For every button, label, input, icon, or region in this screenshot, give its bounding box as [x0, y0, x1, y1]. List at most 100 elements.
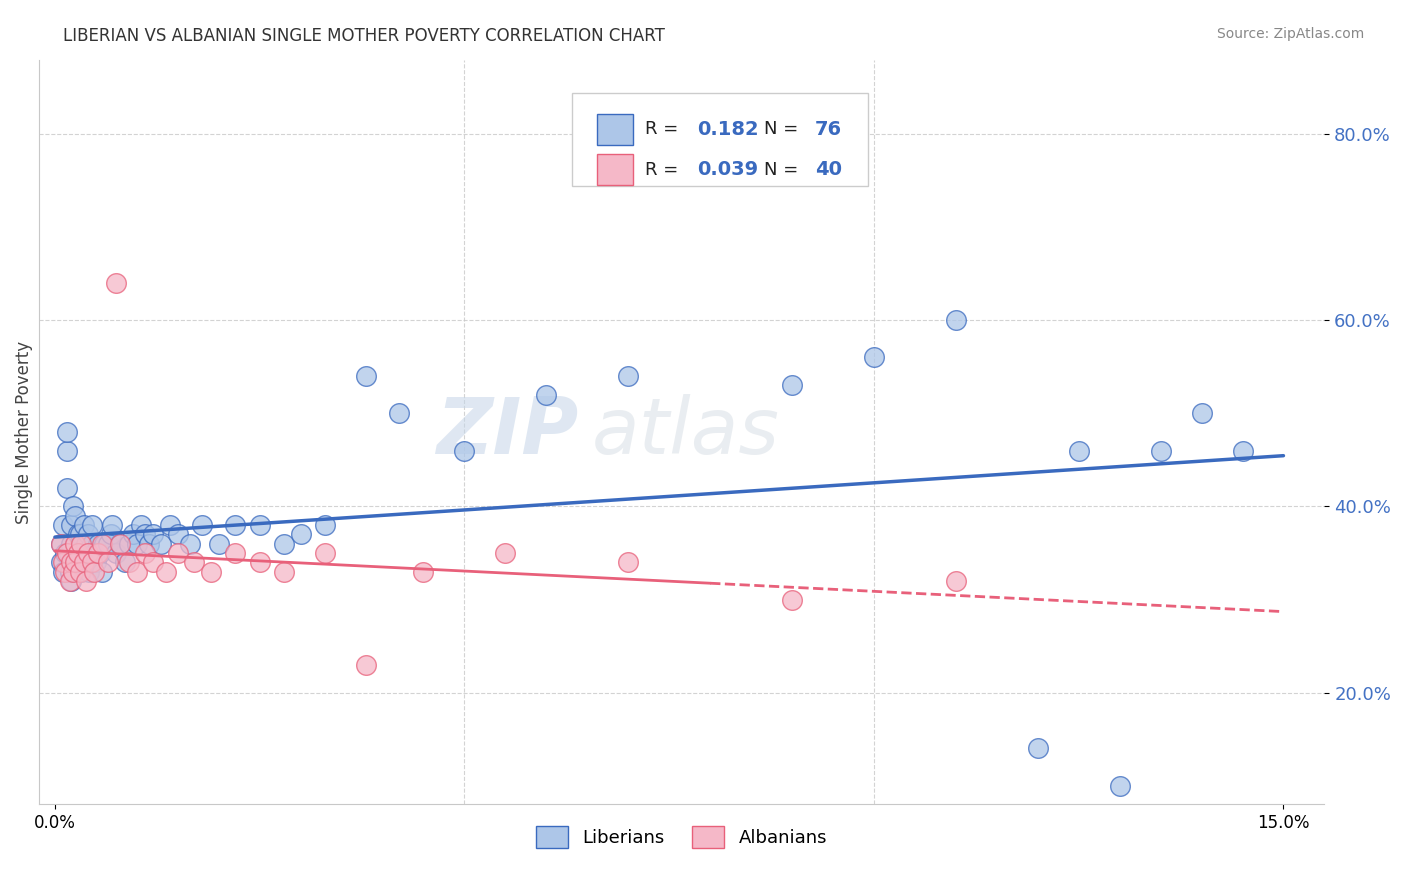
- Point: [945, 313, 967, 327]
- Point: [65, 555, 87, 569]
- Point: [110, 536, 132, 550]
- Point: [80, 536, 103, 550]
- Point: [142, 555, 165, 569]
- Point: [70, 536, 93, 550]
- Bar: [596, 154, 633, 186]
- Point: [60, 518, 83, 533]
- Point: [76, 527, 98, 541]
- Point: [354, 657, 377, 672]
- Point: [60, 555, 83, 569]
- Point: [494, 546, 516, 560]
- Point: [166, 546, 188, 560]
- Point: [80, 555, 103, 569]
- Point: [945, 574, 967, 588]
- Point: [66, 546, 89, 560]
- Point: [83, 565, 105, 579]
- Text: R =: R =: [645, 161, 685, 178]
- Point: [59, 565, 82, 579]
- Point: [65, 536, 87, 550]
- Point: [84, 555, 107, 569]
- Point: [1232, 443, 1254, 458]
- Point: [200, 565, 222, 579]
- Point: [75, 555, 97, 569]
- Point: [97, 555, 120, 569]
- Point: [75, 574, 97, 588]
- Point: [208, 536, 231, 550]
- Point: [72, 518, 94, 533]
- Point: [56, 546, 79, 560]
- Point: [76, 546, 98, 560]
- Point: [617, 555, 640, 569]
- Point: [138, 536, 160, 550]
- Point: [69, 565, 91, 579]
- Point: [52, 565, 75, 579]
- Point: [780, 378, 803, 392]
- Point: [60, 536, 83, 550]
- Text: 76: 76: [815, 120, 842, 139]
- Point: [72, 555, 94, 569]
- Text: R =: R =: [645, 120, 685, 138]
- Point: [354, 369, 377, 384]
- Text: N =: N =: [763, 161, 804, 178]
- Point: [273, 565, 295, 579]
- Legend: Liberians, Albanians: Liberians, Albanians: [529, 818, 835, 855]
- Point: [134, 527, 156, 541]
- Text: 0.182: 0.182: [697, 120, 758, 139]
- Point: [69, 546, 91, 560]
- Point: [66, 555, 89, 569]
- Point: [290, 527, 312, 541]
- Point: [86, 536, 108, 550]
- Point: [101, 518, 124, 533]
- Point: [62, 555, 84, 569]
- Text: 40: 40: [815, 161, 842, 179]
- Point: [97, 536, 120, 550]
- Point: [86, 546, 108, 560]
- Point: [53, 565, 76, 579]
- Point: [1108, 779, 1130, 793]
- Text: ZIP: ZIP: [436, 394, 579, 470]
- Point: [66, 527, 89, 541]
- Point: [191, 518, 214, 533]
- Point: [89, 546, 111, 560]
- Point: [60, 574, 83, 588]
- Point: [62, 565, 84, 579]
- Point: [150, 536, 173, 550]
- Point: [117, 555, 139, 569]
- Point: [70, 536, 93, 550]
- Point: [52, 518, 75, 533]
- Point: [536, 388, 558, 402]
- Text: 0.039: 0.039: [697, 161, 758, 179]
- Text: Source: ZipAtlas.com: Source: ZipAtlas.com: [1216, 27, 1364, 41]
- Point: [114, 555, 136, 569]
- Point: [1149, 443, 1171, 458]
- Point: [249, 518, 271, 533]
- Point: [91, 536, 114, 550]
- Point: [105, 546, 128, 560]
- Point: [105, 276, 128, 290]
- Point: [142, 527, 165, 541]
- Bar: [596, 114, 633, 145]
- Point: [91, 565, 114, 579]
- Point: [159, 518, 181, 533]
- Point: [72, 546, 94, 560]
- Point: [65, 536, 87, 550]
- Point: [780, 592, 803, 607]
- Point: [59, 574, 82, 588]
- Point: [121, 527, 143, 541]
- Y-axis label: Single Mother Poverty: Single Mother Poverty: [15, 341, 32, 524]
- Point: [1026, 741, 1049, 756]
- Point: [75, 536, 97, 550]
- FancyBboxPatch shape: [572, 93, 868, 186]
- Point: [100, 527, 122, 541]
- Point: [155, 565, 177, 579]
- Point: [93, 536, 115, 550]
- Point: [56, 443, 79, 458]
- Point: [83, 546, 105, 560]
- Point: [51, 536, 73, 550]
- Point: [1067, 443, 1090, 458]
- Point: [56, 481, 79, 495]
- Point: [69, 527, 91, 541]
- Point: [412, 565, 434, 579]
- Point: [58, 546, 80, 560]
- Point: [62, 500, 84, 514]
